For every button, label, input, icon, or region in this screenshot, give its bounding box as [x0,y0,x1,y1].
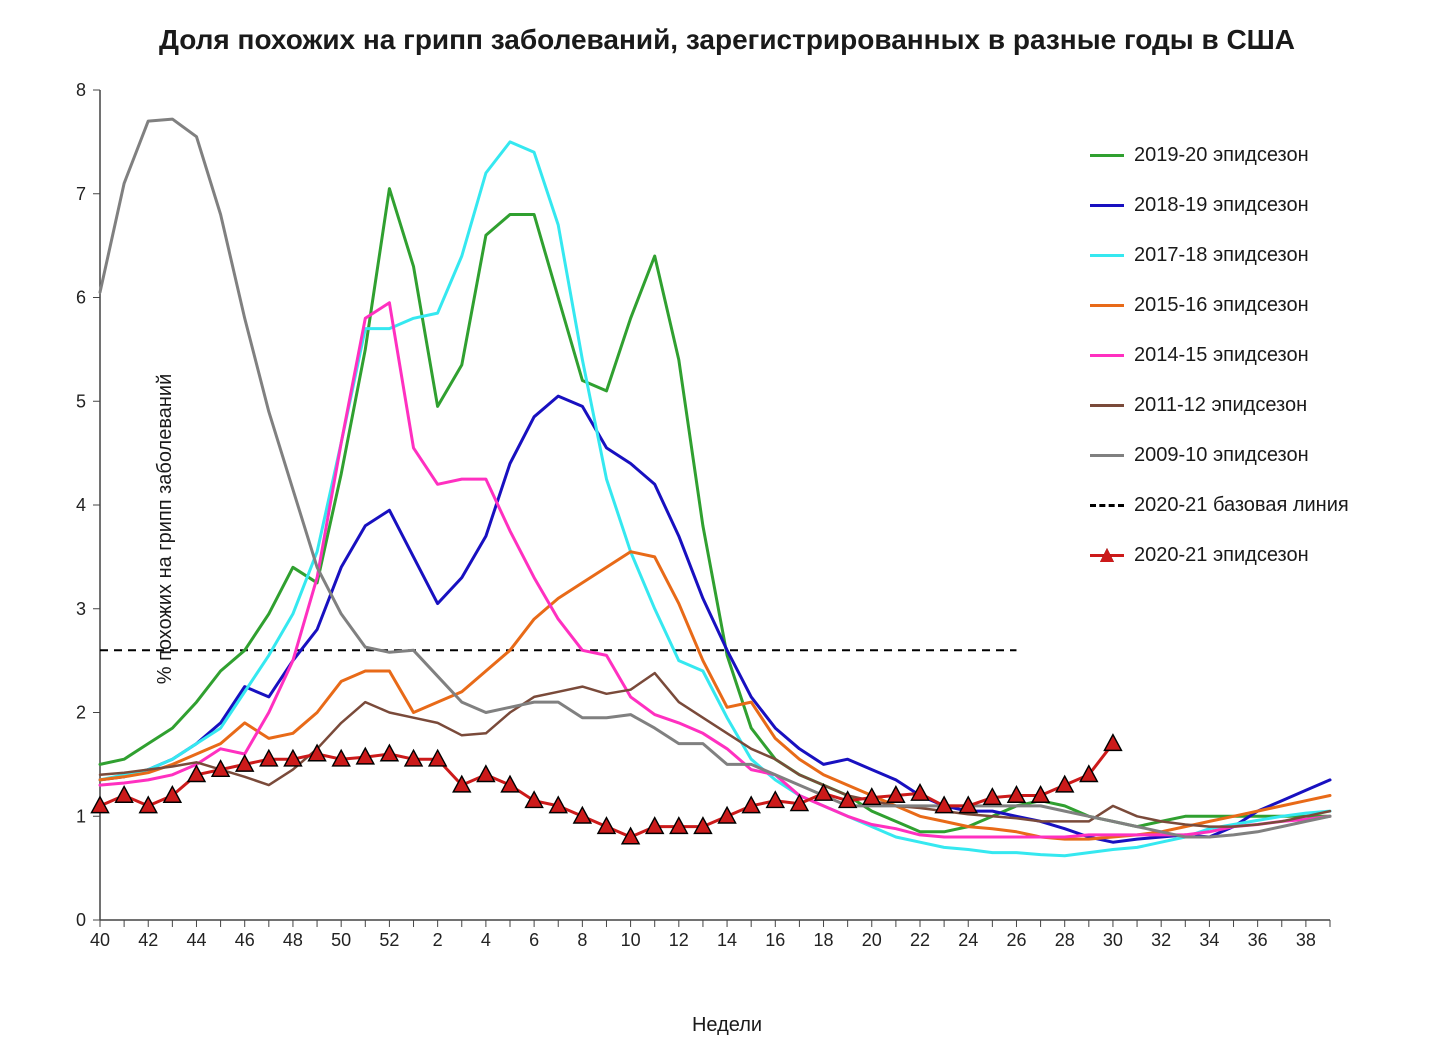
svg-text:52: 52 [379,930,399,950]
svg-text:14: 14 [717,930,737,950]
legend-swatch [1090,354,1124,357]
svg-text:2: 2 [433,930,443,950]
legend-label: 2017-18 эпидсезон [1134,244,1309,267]
svg-text:34: 34 [1199,930,1219,950]
legend-swatch [1090,554,1124,557]
svg-text:48: 48 [283,930,303,950]
svg-text:30: 30 [1103,930,1123,950]
legend-item: 2011-12 эпидсезон [1090,380,1349,430]
legend-label: 2015-16 эпидсезон [1134,294,1309,317]
svg-text:6: 6 [76,288,86,308]
legend-item: 2018-19 эпидсезон [1090,180,1349,230]
triangle-marker [526,792,543,808]
svg-text:38: 38 [1296,930,1316,950]
legend-swatch [1090,404,1124,407]
svg-text:10: 10 [621,930,641,950]
svg-text:44: 44 [186,930,206,950]
triangle-marker [477,766,494,782]
svg-text:12: 12 [669,930,689,950]
svg-text:40: 40 [90,930,110,950]
legend-item: 2017-18 эпидсезон [1090,230,1349,280]
svg-text:8: 8 [76,80,86,100]
svg-text:7: 7 [76,184,86,204]
svg-text:18: 18 [814,930,834,950]
legend-swatch [1090,454,1124,457]
svg-text:6: 6 [529,930,539,950]
svg-text:3: 3 [76,599,86,619]
svg-text:42: 42 [138,930,158,950]
svg-text:4: 4 [76,495,86,515]
legend-label: 2019-20 эпидсезон [1134,144,1309,167]
triangle-marker [381,745,398,761]
legend-swatch [1090,504,1124,507]
svg-text:20: 20 [862,930,882,950]
legend-item: 2014-15 эпидсезон [1090,330,1349,380]
svg-text:24: 24 [958,930,978,950]
svg-text:1: 1 [76,806,86,826]
svg-text:22: 22 [910,930,930,950]
svg-text:32: 32 [1151,930,1171,950]
triangle-marker [767,792,784,808]
legend-item: 2019-20 эпидсезон [1090,130,1349,180]
svg-text:36: 36 [1248,930,1268,950]
svg-text:5: 5 [76,391,86,411]
svg-text:8: 8 [577,930,587,950]
legend-item: 2009-10 эпидсезон [1090,430,1349,480]
legend-label: 2020-21 базовая линия [1134,494,1349,517]
legend-item: 2015-16 эпидсезон [1090,280,1349,330]
legend-item: 2020-21 базовая линия [1090,480,1349,530]
triangle-marker [1104,735,1121,751]
legend-swatch [1090,254,1124,257]
legend-swatch [1090,304,1124,307]
legend-item: 2020-21 эпидсезон [1090,530,1349,580]
triangle-marker [116,787,133,803]
legend-swatch [1090,204,1124,207]
legend-label: 2009-10 эпидсезон [1134,444,1309,467]
svg-text:4: 4 [481,930,491,950]
legend: 2019-20 эпидсезон 2018-19 эпидсезон 2017-1… [1090,130,1349,580]
chart-container: Доля похожих на грипп заболеваний, зарег… [0,0,1454,1057]
svg-text:28: 28 [1055,930,1075,950]
svg-text:46: 46 [235,930,255,950]
legend-label: 2011-12 эпидсезон [1134,394,1307,417]
svg-text:0: 0 [76,910,86,930]
svg-text:26: 26 [1006,930,1026,950]
svg-text:16: 16 [765,930,785,950]
legend-label: 2018-19 эпидсезон [1134,194,1309,217]
svg-text:2: 2 [76,703,86,723]
legend-swatch [1090,154,1124,157]
svg-text:50: 50 [331,930,351,950]
legend-label: 2020-21 эпидсезон [1134,544,1309,567]
legend-label: 2014-15 эпидсезон [1134,344,1309,367]
